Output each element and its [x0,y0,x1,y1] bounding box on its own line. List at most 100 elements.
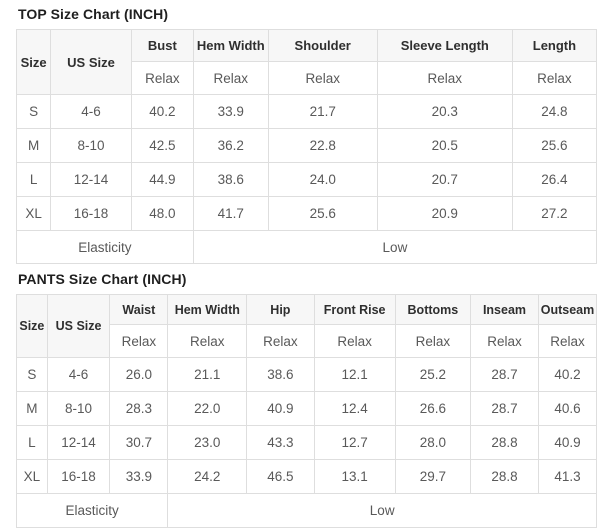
top-column-header-hem-width: Hem Width [192,29,269,62]
fit-type-cell: Relax [192,61,269,95]
pants-table-row-l: L 12-14 30.7 23.0 43.3 12.7 28.0 28.8 40… [16,425,598,460]
us-size-cell: 4-6 [50,94,132,129]
top-size-chart-section: TOP Size Chart (INCH) Size US Size Bust … [15,6,598,264]
top-us-size-corner-header: US Size [50,29,132,95]
measurement-cell: 33.9 [192,94,269,129]
measurement-cell: 42.5 [130,128,194,163]
size-cell: L [15,162,52,197]
size-cell: M [16,391,48,426]
pants-column-header-hem-width: Hem Width [167,294,248,325]
measurement-cell: 22.0 [167,391,248,426]
measurement-cell: 25.2 [394,357,472,392]
measurement-cell: 28.8 [470,425,539,460]
pants-column-header-hip: Hip [246,294,315,325]
fit-type-cell: Relax [246,324,315,358]
measurement-cell: 43.3 [246,425,315,460]
top-table-row-xl: XL 16-18 48.0 41.7 25.6 20.9 27.2 [15,196,598,231]
measurement-cell: 20.3 [376,94,513,129]
measurement-cell: 22.8 [267,128,378,163]
top-table-row-s: S 4-6 40.2 33.9 21.7 20.3 24.8 [15,94,598,129]
measurement-cell: 27.2 [511,196,598,231]
measurement-cell: 41.3 [537,459,598,494]
measurement-cell: 12.4 [313,391,396,426]
fit-type-cell: Relax [376,61,513,95]
top-column-header-bust: Bust [130,29,194,62]
measurement-cell: 28.7 [470,391,539,426]
fit-type-cell: Relax [167,324,248,358]
measurement-cell: 46.5 [246,459,315,494]
pants-column-header-inseam: Inseam [470,294,539,325]
size-cell: M [15,128,52,163]
us-size-cell: 16-18 [50,196,132,231]
elasticity-label-cell: Elasticity [15,493,169,528]
elasticity-value-cell: Low [167,493,597,528]
measurement-cell: 40.6 [537,391,598,426]
measurement-cell: 24.2 [167,459,248,494]
measurement-cell: 48.0 [130,196,194,231]
top-elasticity-row: Elasticity Low [16,230,598,264]
measurement-cell: 28.0 [394,425,472,460]
fit-type-cell: Relax [470,324,539,358]
measurement-cell: 30.7 [109,425,169,460]
measurement-cell: 26.0 [109,357,169,392]
fit-type-cell: Relax [313,324,396,358]
measurement-cell: 38.6 [246,357,315,392]
top-table-row-m: M 8-10 42.5 36.2 22.8 20.5 25.6 [15,128,598,163]
top-table-row-l: L 12-14 44.9 38.6 24.0 20.7 26.4 [15,162,598,197]
measurement-cell: 20.7 [376,162,513,197]
measurement-cell: 21.7 [267,94,378,129]
top-header-row: Size US Size Bust Hem Width Shoulder Sle… [15,29,598,95]
fit-type-cell: Relax [130,61,194,95]
pants-us-size-corner-header: US Size [46,294,111,358]
measurement-cell: 33.9 [109,459,169,494]
pants-size-table: Size US Size Waist Hem Width Hip Front R… [15,294,598,528]
pants-column-header-front-rise: Front Rise [313,294,396,325]
us-size-cell: 8-10 [46,391,111,426]
measurement-cell: 24.8 [511,94,598,129]
fit-type-cell: Relax [394,324,472,358]
fit-type-cell: Relax [109,324,169,358]
pants-column-header-outseam: Outseam [537,294,598,325]
measurement-cell: 40.9 [537,425,598,460]
fit-type-cell: Relax [537,324,598,358]
measurement-cell: 12.1 [313,357,396,392]
pants-size-chart-section: PANTS Size Chart (INCH) Size US Size Wai… [15,271,598,528]
size-cell: L [16,425,48,460]
measurement-cell: 28.7 [470,357,539,392]
us-size-cell: 4-6 [46,357,111,392]
measurement-cell: 44.9 [130,162,194,197]
measurement-cell: 38.6 [192,162,269,197]
size-cell: XL [15,196,52,231]
measurement-cell: 21.1 [167,357,248,392]
top-size-corner-header: Size [15,29,52,95]
pants-chart-title: PANTS Size Chart (INCH) [18,271,187,287]
pants-table-row-m: M 8-10 28.3 22.0 40.9 12.4 26.6 28.7 40.… [16,391,598,426]
measurement-cell: 25.6 [267,196,378,231]
us-size-cell: 8-10 [50,128,132,163]
measurement-cell: 36.2 [192,128,269,163]
measurement-cell: 26.4 [511,162,598,197]
measurement-cell: 24.0 [267,162,378,197]
top-fit-row: Relax Relax Relax Relax Relax [17,61,598,95]
pants-table-row-s: S 4-6 26.0 21.1 38.6 12.1 25.2 28.7 40.2 [16,357,598,392]
pants-elasticity-row: Elasticity Low [15,493,597,528]
measurement-cell: 29.7 [394,459,472,494]
measurement-cell: 40.2 [537,357,598,392]
pants-table-row-xl: XL 16-18 33.9 24.2 46.5 13.1 29.7 28.8 4… [16,459,598,494]
top-size-table: Size US Size Bust Hem Width Shoulder Sle… [15,29,598,264]
measurement-cell: 40.2 [130,94,194,129]
elasticity-label-cell: Elasticity [16,230,194,264]
pants-column-header-bottoms: Bottoms [394,294,472,325]
fit-type-cell: Relax [511,61,598,95]
measurement-cell: 25.6 [511,128,598,163]
us-size-cell: 12-14 [46,425,111,460]
measurement-cell: 13.1 [313,459,396,494]
pants-size-corner-header: Size [16,294,48,358]
pants-column-header-waist: Waist [109,294,169,325]
top-chart-title: TOP Size Chart (INCH) [18,6,169,22]
elasticity-value-cell: Low [192,230,598,264]
pants-fit-row: Relax Relax Relax Relax Relax Relax Rela… [17,324,598,358]
fit-type-cell: Relax [267,61,378,95]
measurement-cell: 40.9 [246,391,315,426]
measurement-cell: 41.7 [192,196,269,231]
